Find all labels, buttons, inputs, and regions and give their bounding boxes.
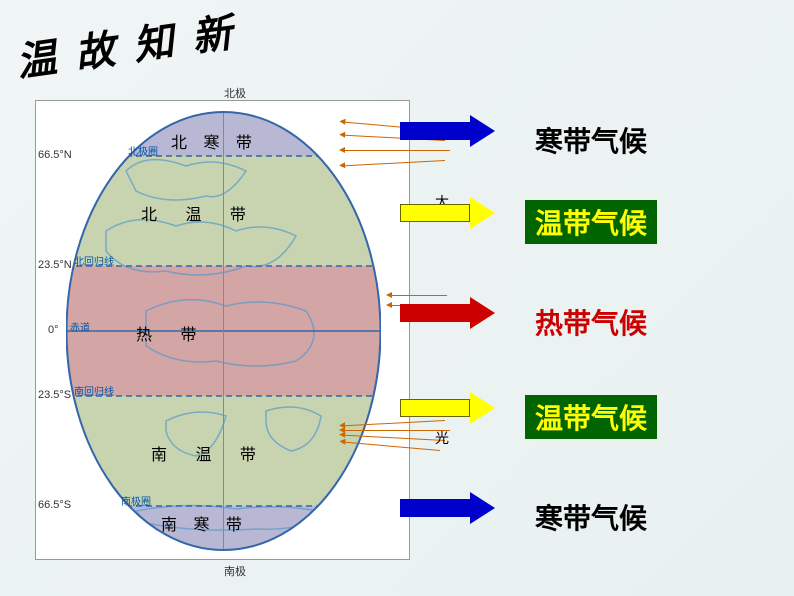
zone-north-frigid: 北 寒 带 bbox=[171, 129, 258, 153]
arrow-temp-north: 温带气候 bbox=[400, 200, 657, 244]
arrow-cold-north: 寒带气候 bbox=[400, 118, 657, 162]
globe-diagram: 北极 bbox=[35, 85, 435, 575]
climate-cold-south-label: 寒带气候 bbox=[525, 495, 657, 539]
globe-svg bbox=[66, 111, 381, 551]
lat-equator-tick: 0° bbox=[48, 324, 59, 336]
globe: 66.5°N 23.5°N 0° 23.5°S 66.5°S 北极圈 北回归线 … bbox=[66, 111, 381, 551]
antarctic-circle-label: 南极圈 bbox=[121, 493, 151, 508]
tropic-cancer-label: 北回归线 bbox=[74, 253, 114, 268]
arrow-cold-south: 寒带气候 bbox=[400, 495, 657, 539]
page-title: 温 故 知 新 bbox=[12, 0, 239, 88]
zone-south-frigid: 南 寒 带 bbox=[161, 511, 248, 535]
arrow-temp-south: 温带气候 bbox=[400, 395, 657, 439]
lat-cancer-tick: 23.5°N bbox=[38, 259, 72, 271]
zone-tropical: 热 带 bbox=[136, 321, 208, 345]
zone-south-temp: 南 温 带 bbox=[151, 441, 268, 465]
climate-cold-north-label: 寒带气候 bbox=[525, 118, 657, 162]
zone-north-temp: 北 温 带 bbox=[141, 201, 258, 225]
tropic-capricorn-label: 南回归线 bbox=[74, 383, 114, 398]
south-pole-label: 南极 bbox=[224, 563, 246, 579]
globe-box: 66.5°N 23.5°N 0° 23.5°S 66.5°S 北极圈 北回归线 … bbox=[35, 100, 410, 560]
climate-hot-label: 热带气候 bbox=[525, 300, 657, 344]
climate-temp-north-label: 温带气候 bbox=[525, 200, 657, 244]
north-pole-label: 北极 bbox=[224, 85, 246, 101]
lat-capricorn-tick: 23.5°S bbox=[38, 389, 71, 401]
arctic-circle-label: 北极圈 bbox=[128, 143, 158, 158]
lat-arctic-tick: 66.5°N bbox=[38, 149, 72, 161]
equator-label: 赤道 bbox=[70, 319, 90, 334]
climate-temp-south-label: 温带气候 bbox=[525, 395, 657, 439]
lat-antarctic-tick: 66.5°S bbox=[38, 499, 71, 511]
arrow-hot: 热带气候 bbox=[400, 300, 657, 344]
